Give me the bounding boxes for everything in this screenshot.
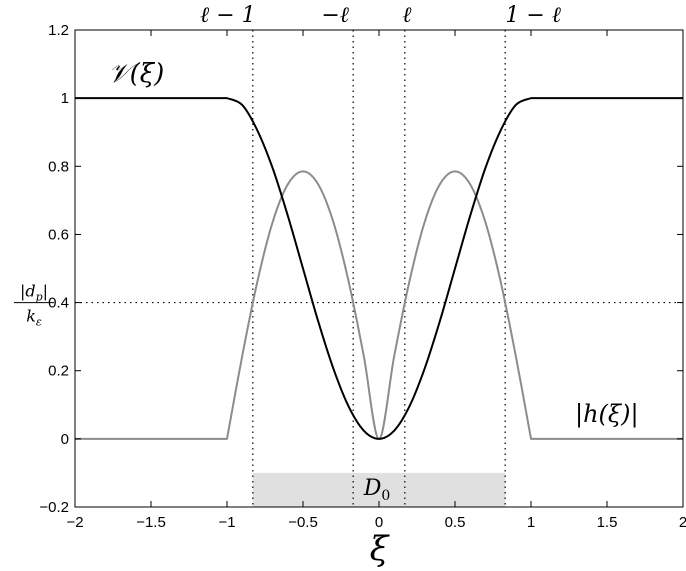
tick-layer: −2 −1.5 −1 −0.5 0 0.5 1 1.5 2 −0.2 0 0.2 0.4 0.6 0.8 1 1…: [39, 22, 686, 531]
label-layer: ℓ − 1 −ℓ ℓ 1 − ℓ |dp| kε 𝒱(ξ) |h(ξ)| D0 ξ: [14, 3, 639, 569]
series-h-line: [75, 170, 683, 440]
hline-label-denominator: kε: [26, 307, 42, 329]
xtick-label-0: −2: [66, 514, 83, 531]
plot-frame: [74, 29, 684, 508]
ytick-label-7: 1.2: [48, 22, 69, 39]
ytick-label-4: 0.6: [48, 226, 69, 243]
vline-label-0: ℓ − 1: [200, 3, 256, 28]
series-v-label: 𝒱(ξ): [108, 59, 164, 89]
series-layer: [75, 97, 683, 440]
xtick-label-3: −0.5: [288, 514, 318, 531]
region-label: D0: [363, 476, 391, 504]
x-axis-label: ξ: [370, 529, 391, 569]
xtick-label-2: −1: [218, 514, 235, 531]
xtick-label-6: 1: [527, 514, 535, 531]
series-h-label: |h(ξ)|: [575, 400, 639, 429]
guide-layer: [75, 30, 683, 507]
vline-label-1: −ℓ: [321, 3, 349, 28]
vline-label-3: 1 − ℓ: [505, 3, 561, 28]
xtick-label-1: −1.5: [136, 514, 166, 531]
ytick-label-0: −0.2: [39, 499, 69, 516]
xtick-label-5: 0.5: [445, 514, 466, 531]
series-v-line: [75, 97, 683, 440]
hline-label-numerator: |dp|: [20, 282, 48, 304]
ytick-label-3: 0.4: [48, 295, 69, 312]
ytick-label-2: 0.2: [48, 363, 69, 380]
ytick-label-6: 1: [61, 90, 69, 107]
xtick-label-8: 2: [679, 514, 686, 531]
vline-label-2: ℓ: [402, 3, 412, 28]
xtick-label-7: 1.5: [597, 514, 618, 531]
xtick-label-4: 0: [375, 514, 383, 531]
ytick-label-5: 0.8: [48, 158, 69, 175]
ytick-label-1: 0: [61, 431, 69, 448]
